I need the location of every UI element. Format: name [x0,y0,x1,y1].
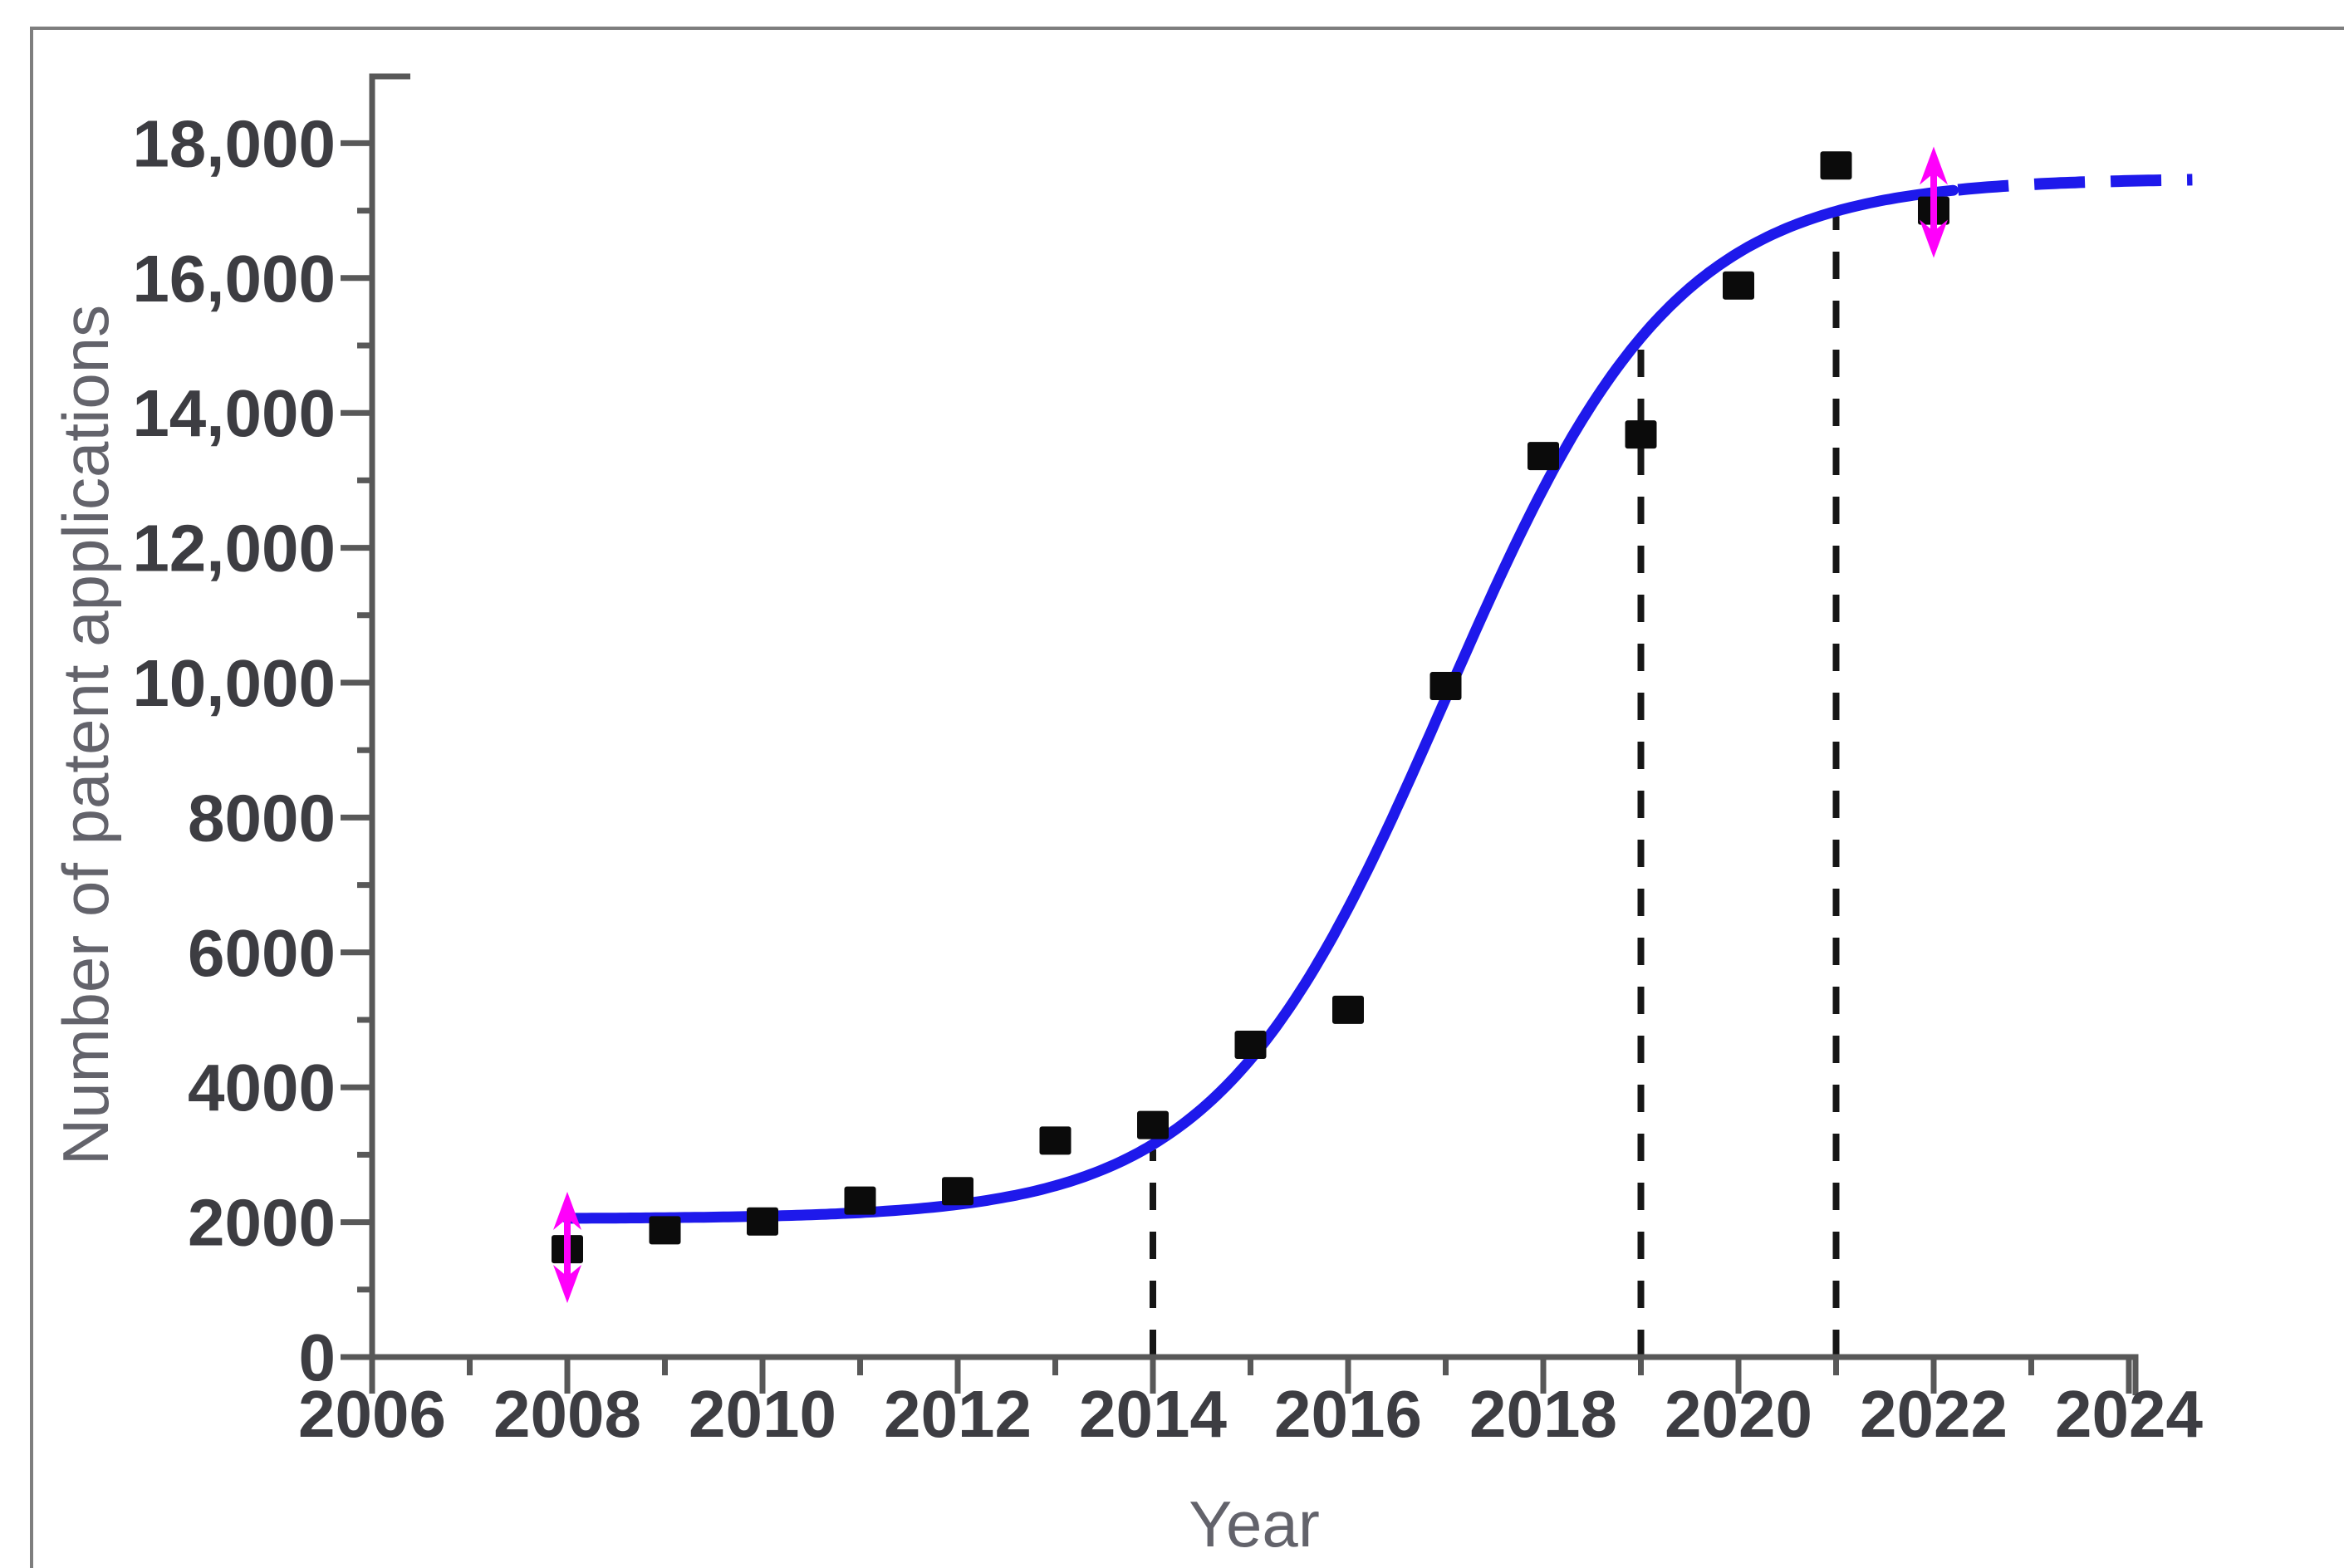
y-tick-label-4000: 4000 [188,1051,336,1125]
uncertainty-arrow-head-down-2008 [553,1265,581,1304]
x-tick-label-2020: 2020 [1665,1377,1812,1451]
data-point-2017 [1429,672,1462,701]
data-point-2012 [942,1177,973,1206]
uncertainty-arrow-head-up-2008 [553,1192,581,1231]
data-point-2009 [649,1216,681,1245]
data-point-2020 [1723,271,1754,300]
y-tick-label-14000: 14,000 [132,376,336,450]
data-point-2018 [1528,442,1559,471]
figure-border-left [30,27,33,1568]
data-point-2019 [1625,420,1657,449]
x-tick-label-2010: 2010 [689,1377,836,1451]
data-point-2015 [1234,1031,1267,1060]
y-axis [369,73,410,1357]
data-point-2014 [1137,1110,1169,1139]
fit-curve-forecast-dashed [1957,174,2193,196]
y-tick-label-18000: 18,000 [132,106,336,180]
uncertainty-arrow-head-up-2022 [1920,146,1948,185]
x-tick-label-2006: 2006 [298,1377,446,1451]
x-tick-label-2012: 2012 [884,1377,1032,1451]
x-tick-label-2022: 2022 [1860,1377,2008,1451]
y-tick-label-10000: 10,000 [132,646,336,720]
data-point-2016 [1332,995,1364,1024]
data-point-2011 [844,1186,876,1215]
y-tick-label-8000: 8000 [188,781,336,855]
data-point-2010 [747,1207,778,1236]
figure-border-top [30,27,2344,30]
uncertainty-arrow-head-down-2022 [1920,219,1948,258]
y-tick-label-12000: 12,000 [132,512,336,586]
y-tick-label-16000: 16,000 [132,242,336,316]
data-point-2021 [1820,151,1852,180]
x-tick-label-2008: 2008 [493,1377,641,1451]
fit-curve [561,184,1959,1224]
y-tick-label-0: 0 [299,1321,336,1394]
x-tick-label-2018: 2018 [1469,1377,1617,1451]
x-tick-label-2024: 2024 [2055,1377,2203,1451]
data-point-2013 [1039,1126,1071,1155]
y-tick-label-6000: 6000 [188,916,336,990]
y-tick-label-2000: 2000 [188,1186,336,1260]
x-tick-label-2014: 2014 [1079,1377,1227,1451]
x-tick-label-2016: 2016 [1274,1377,1422,1451]
